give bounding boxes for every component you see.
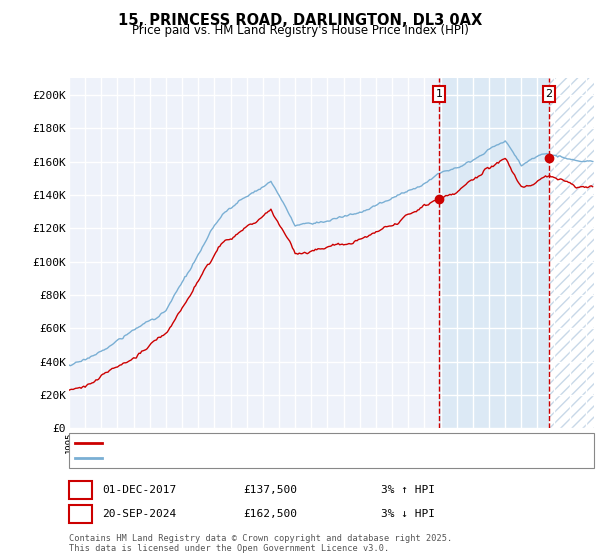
Text: £162,500: £162,500	[243, 509, 297, 519]
Text: 2: 2	[77, 509, 84, 519]
Text: 3% ↑ HPI: 3% ↑ HPI	[381, 485, 435, 495]
Text: 15, PRINCESS ROAD, DARLINGTON, DL3 0AX (semi-detached house): 15, PRINCESS ROAD, DARLINGTON, DL3 0AX (…	[108, 437, 483, 447]
Text: 1: 1	[77, 485, 84, 495]
Bar	[439, 78, 549, 428]
Text: 20-SEP-2024: 20-SEP-2024	[102, 509, 176, 519]
Text: HPI: Average price, semi-detached house, Darlington: HPI: Average price, semi-detached house,…	[108, 453, 427, 463]
Text: £137,500: £137,500	[243, 485, 297, 495]
Text: 1: 1	[436, 89, 443, 99]
Text: 3% ↓ HPI: 3% ↓ HPI	[381, 509, 435, 519]
Bar	[549, 78, 594, 428]
Text: 01-DEC-2017: 01-DEC-2017	[102, 485, 176, 495]
Text: Contains HM Land Registry data © Crown copyright and database right 2025.
This d: Contains HM Land Registry data © Crown c…	[69, 534, 452, 553]
Text: Price paid vs. HM Land Registry's House Price Index (HPI): Price paid vs. HM Land Registry's House …	[131, 24, 469, 37]
Text: 2: 2	[545, 89, 553, 99]
Text: 15, PRINCESS ROAD, DARLINGTON, DL3 0AX: 15, PRINCESS ROAD, DARLINGTON, DL3 0AX	[118, 13, 482, 28]
Bar	[549, 78, 594, 428]
